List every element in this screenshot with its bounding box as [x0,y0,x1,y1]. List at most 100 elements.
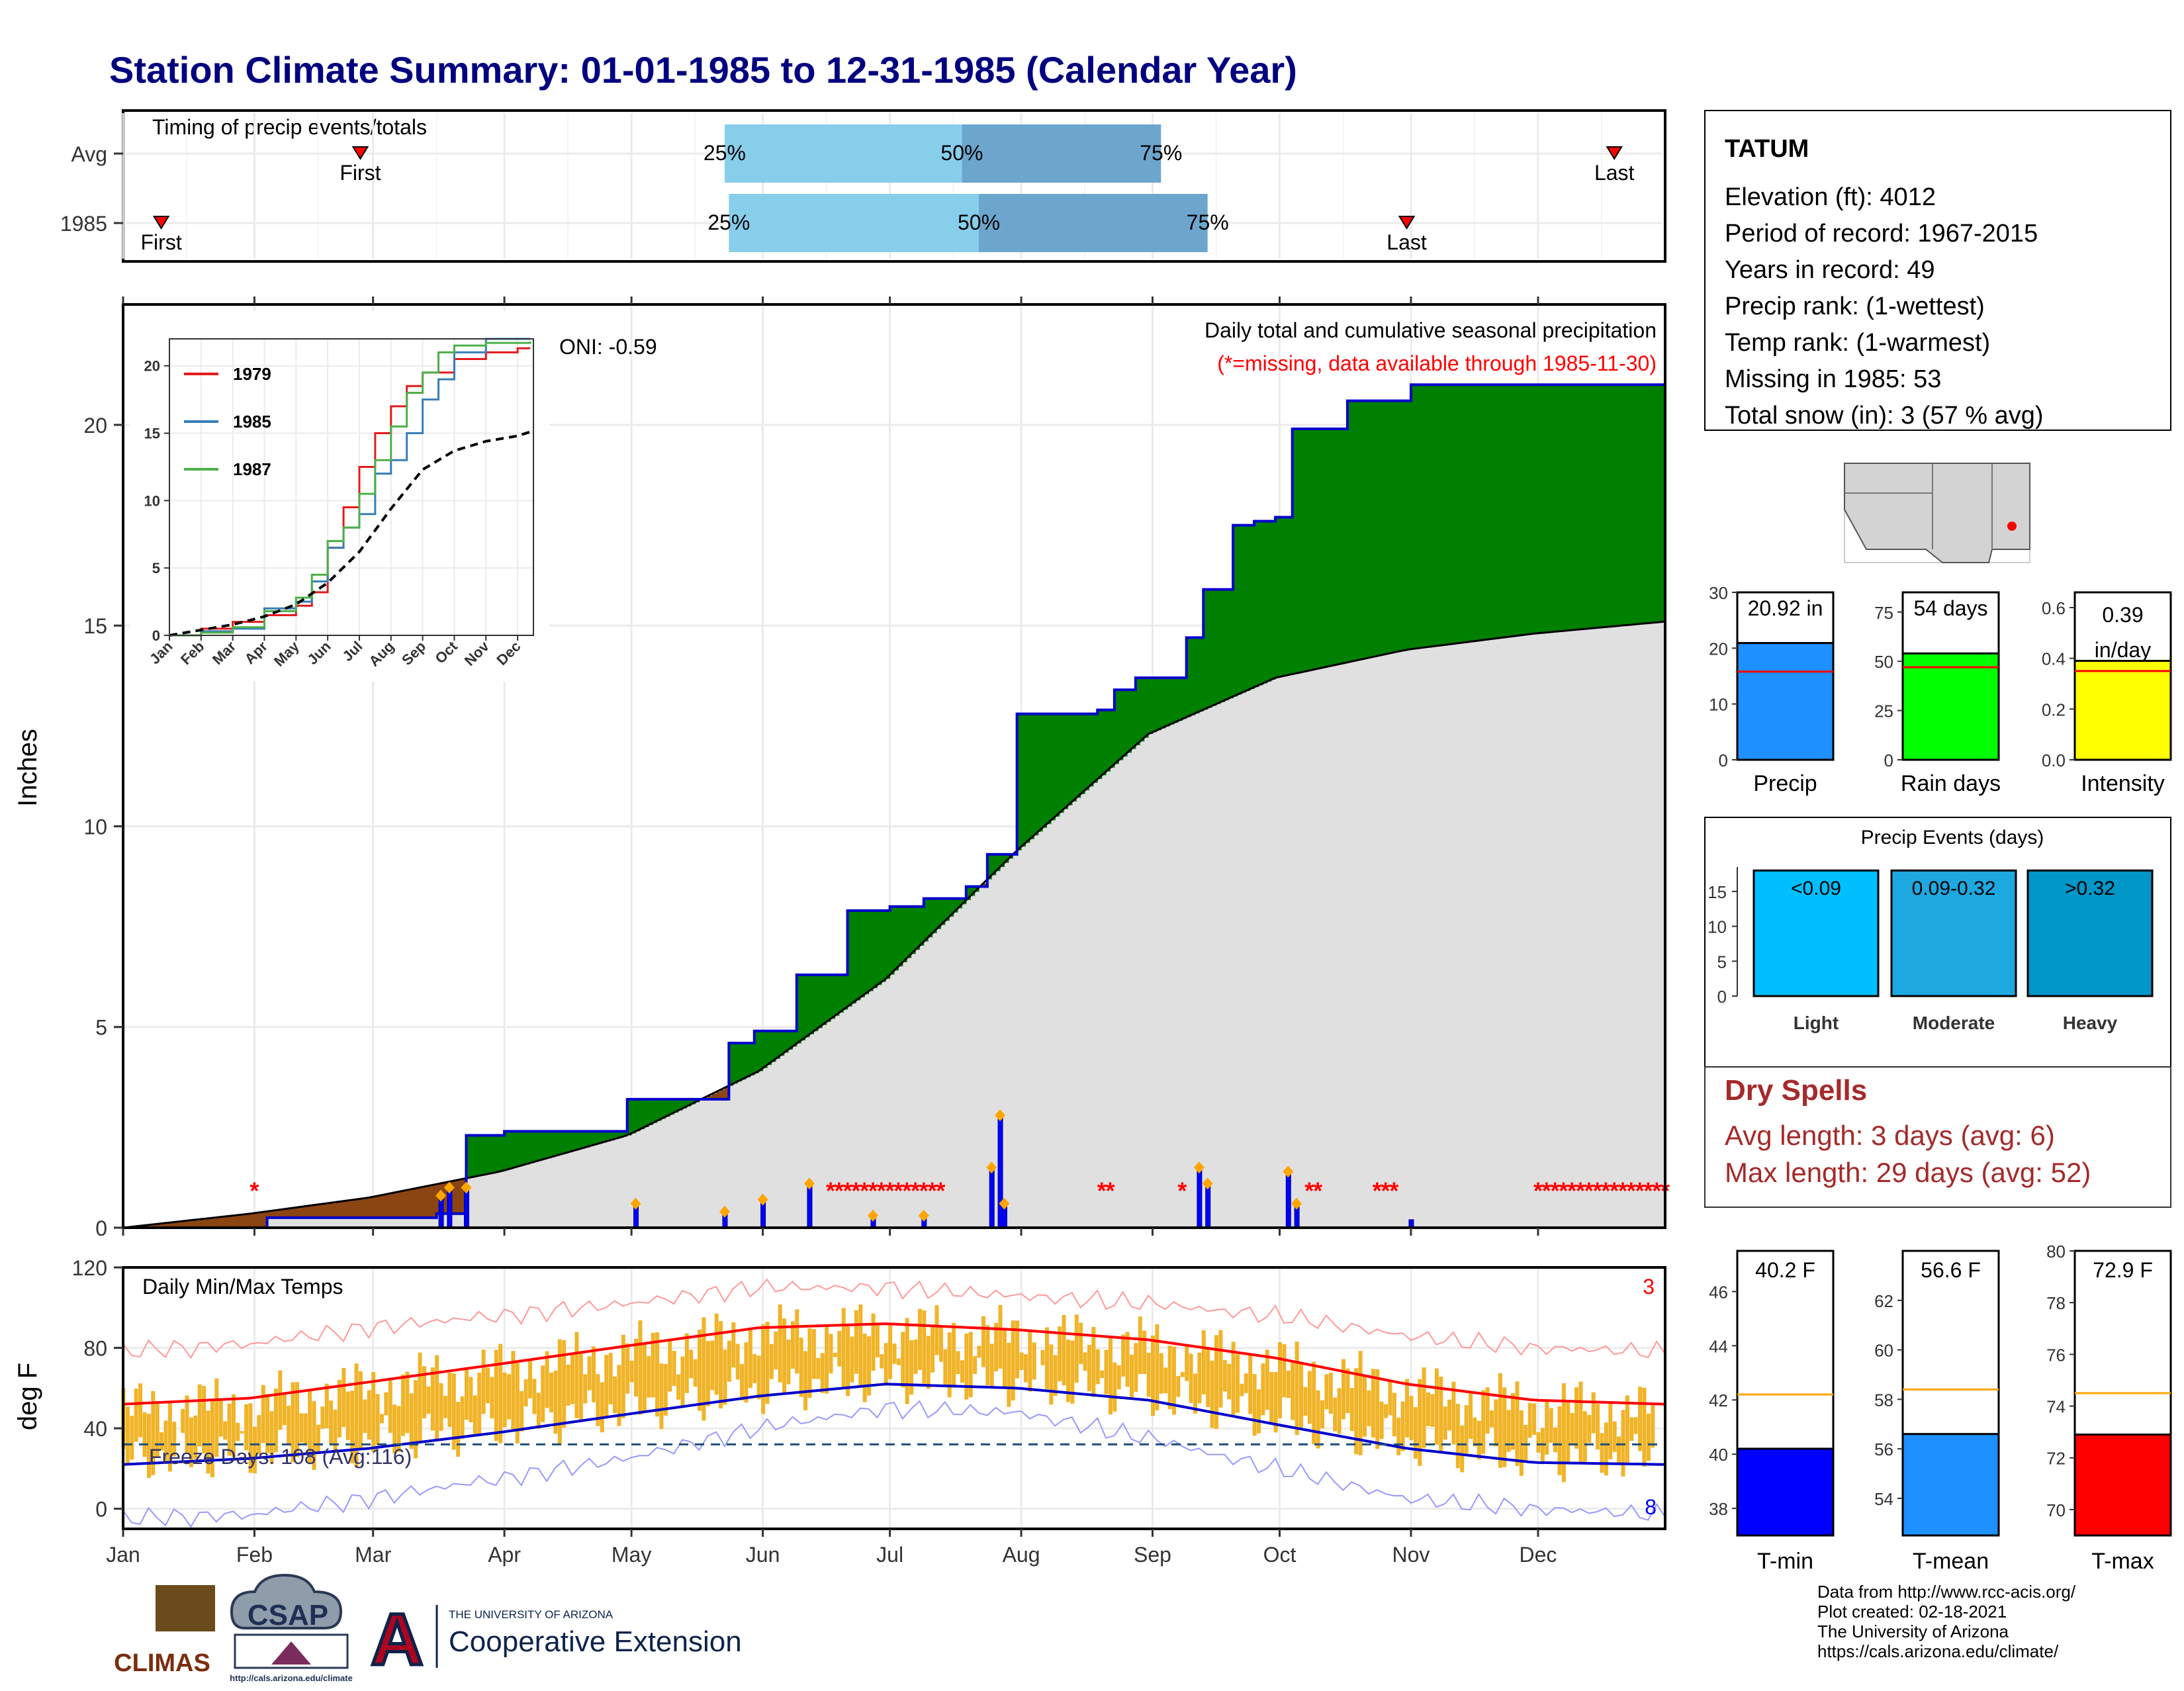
last-label: Last [1594,161,1635,185]
above-avg-fill [750,1043,754,1075]
daily-temp-bar [1189,1353,1193,1402]
month-label: Jun [746,1543,780,1567]
daily-temp-bar [240,1431,244,1433]
above-avg-fill [822,975,827,1025]
above-avg-fill [1619,385,1623,625]
timing-row-label: 1985 [60,212,107,236]
daily-temp-bar [1269,1372,1273,1424]
daily-temp-bar [1469,1393,1473,1439]
above-avg-fill [1365,401,1369,659]
above-avg-fill [1131,690,1136,749]
above-avg-fill [1657,385,1661,622]
daily-temp-bar [749,1330,752,1388]
daily-temp-bar [1308,1371,1312,1424]
daily-temp-bar [1634,1417,1638,1434]
below-avg-fill [381,1195,386,1218]
daily-temp-bar [562,1340,566,1428]
below-avg-fill [347,1201,352,1218]
footer-line-data: Data from http://www.rcc-acis.org/ [1817,1582,2075,1602]
above-avg-fill [496,1136,500,1173]
month-label: Oct [1263,1543,1297,1567]
above-avg-fill [801,975,805,1040]
oni-label: ONI: -0.59 [559,335,657,359]
above-avg-fill [1199,637,1204,711]
above-avg-fill [559,1131,564,1154]
daily-temp-bar [770,1344,774,1379]
summary-ytick-label: 20 [1709,639,1728,659]
daily-temp-bar [1520,1410,1524,1476]
precip-events-panel: Precip Events (days) 051015<0.09Light0.0… [1705,817,2171,1079]
above-avg-fill [869,911,874,991]
daily-temp-bar [821,1353,825,1393]
month-label: Jul [876,1543,903,1567]
daily-temp-bar [1375,1369,1379,1449]
daily-temp-bar [1608,1402,1612,1459]
above-avg-fill [1449,385,1454,644]
daily-temp-bar [1079,1323,1083,1364]
daily-temp-bar [1367,1391,1371,1426]
events-bar-label: 0.09-0.32 [1912,878,1996,899]
logos: CLIMAS CSAP http://cals.arizona.edu/clim… [113,1559,742,1683]
above-avg-fill [1424,385,1428,647]
daily-temp-bar [710,1341,714,1391]
above-avg-fill [1127,690,1132,753]
above-avg-fill [1267,522,1271,682]
above-avg-fill [1576,385,1581,629]
daily-temp-bar [1126,1332,1130,1387]
temp-summary-ytick-label: 74 [2046,1397,2066,1417]
daily-temp-bar [1151,1336,1155,1416]
daily-temp-bar [1507,1410,1511,1451]
above-avg-fill [1148,678,1153,734]
daily-temp-bar [791,1321,795,1369]
daily-temp-bar [1045,1327,1049,1389]
daily-temp-bar [888,1324,892,1379]
daily-temp-bar [384,1393,388,1416]
above-avg-fill [1076,714,1081,798]
above-avg-fill [763,1031,768,1068]
daily-temp-bar [469,1377,473,1422]
daily-temp-bar [1460,1426,1464,1473]
daily-temp-bar [871,1314,875,1371]
timing-row-label: Avg [71,142,107,166]
above-avg-fill [1563,385,1568,631]
dry-line-max: Max length: 29 days (avg: 52) [1725,1157,2091,1188]
daily-temp-bar [380,1414,384,1423]
missing-day-marker: * [1389,1177,1398,1204]
daily-temp-bar [346,1392,350,1440]
daily-temp-bar [761,1324,765,1414]
below-avg-fill [365,1198,369,1217]
above-avg-fill [1547,385,1551,632]
ua-big-text: Cooperative Extension [449,1625,742,1658]
daily-precip-bar [464,1187,469,1228]
daily-temp-bar [1295,1342,1299,1435]
above-avg-fill [513,1131,518,1167]
above-avg-fill [1305,429,1310,671]
daily-temp-bar [647,1356,651,1398]
daily-temp-bar [1621,1410,1625,1477]
above-avg-fill [742,1043,747,1079]
ua-logo: A THE UNIVERSITY OF ARIZONA Cooperative … [371,1599,741,1680]
above-avg-fill [1055,714,1060,817]
below-avg-fill [369,1198,373,1218]
missing-day-marker: * [250,1177,259,1204]
climas-logo-text: CLIMAS [114,1649,210,1677]
above-avg-fill [1250,526,1255,689]
csap-logo: CSAP http://cals.arizona.edu/climate [230,1575,353,1683]
daily-temp-bar [1596,1404,1600,1449]
daily-temp-bar [1651,1405,1655,1447]
daily-temp-bar [1062,1315,1066,1385]
below-avg-fill [314,1205,318,1218]
daily-temp-bar [1532,1403,1536,1435]
daily-temp-bar [694,1359,698,1387]
daily-temp-bar [978,1346,981,1357]
daily-temp-bar [1536,1432,1540,1453]
above-avg-fill [1635,385,1640,624]
daily-temp-bar [1477,1421,1481,1460]
above-avg-fill [1030,714,1034,839]
daily-temp-bar [520,1391,523,1432]
summary-ytick-label: 0.2 [2042,700,2066,719]
above-avg-fill [1144,678,1149,738]
above-avg-fill [1479,385,1483,641]
daily-temp-bar [1333,1398,1337,1432]
